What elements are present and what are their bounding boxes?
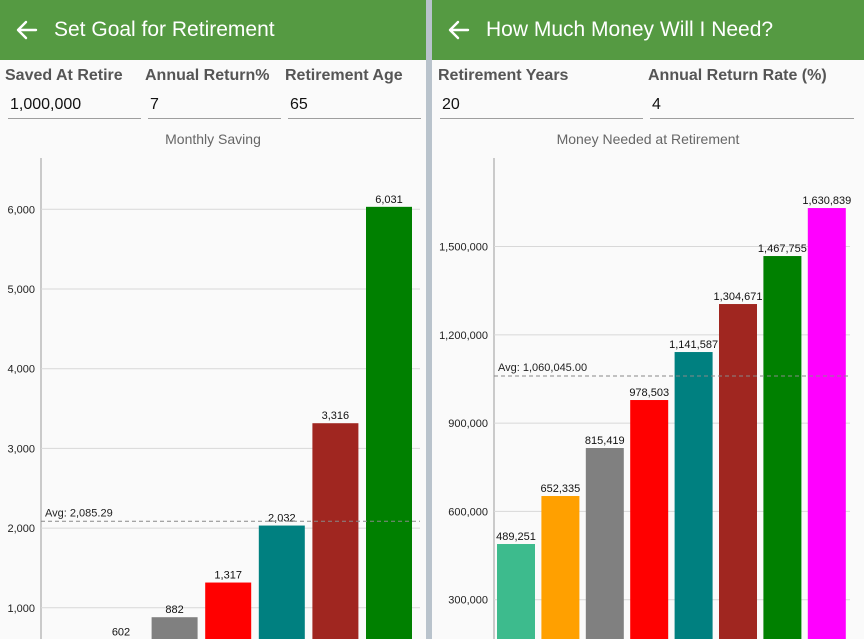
app-bar: How Much Money Will I Need? — [432, 0, 864, 60]
retirement-years-label: Retirement Years — [438, 67, 569, 84]
bar — [312, 423, 359, 639]
y-tick-label: 4,000 — [7, 364, 35, 376]
y-tick-label: 6,000 — [7, 204, 35, 216]
retirement-age-label: Retirement Age — [285, 67, 403, 84]
chart-caption: Money Needed at Retirement — [556, 131, 740, 147]
y-tick-label: 900,000 — [448, 418, 488, 430]
bar — [258, 525, 305, 639]
bar — [585, 448, 624, 639]
panel-retirement-goal: Set Goal for Retirement Saved At Retire … — [0, 0, 426, 639]
app-bar: Set Goal for Retirement — [0, 0, 426, 60]
bar — [630, 400, 669, 639]
y-tick-label: 2,000 — [7, 523, 35, 535]
bar — [719, 304, 757, 639]
y-tick-label: 1,500,000 — [439, 242, 488, 254]
monthly-saving-chart: 1,000 2,000 3,000 4,000 5,000 6,000 602 882 1,31… — [7, 158, 420, 639]
back-arrow-icon[interactable] — [446, 17, 472, 43]
saved-at-retire-label: Saved At Retire — [5, 67, 123, 84]
bar — [763, 256, 802, 639]
bar — [674, 352, 713, 639]
back-arrow-icon[interactable] — [14, 17, 40, 43]
money-needed-chart: 300,000 600,000 900,000 1,200,000 1,500,000 4… — [439, 158, 851, 639]
data-label: 815,419 — [585, 435, 625, 447]
annual-return-rate-input[interactable] — [650, 95, 854, 119]
y-tick-label: 3,000 — [7, 443, 35, 455]
data-label: 652,335 — [541, 483, 581, 495]
data-label: 1,141,587 — [669, 339, 718, 351]
data-label: 3,316 — [322, 410, 350, 422]
data-label: 1,304,671 — [714, 291, 763, 303]
bar — [366, 206, 412, 639]
y-tick-label: 5,000 — [7, 284, 35, 296]
data-label: 1,630,839 — [802, 195, 851, 207]
bar — [151, 617, 198, 639]
bar — [497, 544, 535, 639]
data-label: 882 — [165, 604, 183, 616]
annual-return-input[interactable] — [148, 95, 281, 119]
retirement-age-input[interactable] — [288, 95, 421, 119]
bar — [205, 582, 252, 639]
annual-return-rate-label: Annual Return Rate (%) — [648, 67, 827, 84]
bar — [807, 208, 846, 639]
y-tick-label: 1,000 — [7, 603, 35, 615]
panel-money-needed: How Much Money Will I Need? Retirement Y… — [432, 0, 864, 639]
data-label: 978,503 — [629, 387, 669, 399]
data-label: 1,317 — [214, 570, 242, 582]
annual-return-label: Annual Return% — [145, 67, 270, 84]
retirement-years-input[interactable] — [440, 95, 643, 119]
y-tick-label: 1,200,000 — [439, 330, 488, 342]
chart-caption: Monthly Saving — [165, 131, 261, 147]
page-title: How Much Money Will I Need? — [486, 18, 774, 41]
data-label: 489,251 — [496, 531, 536, 543]
data-label: 602 — [112, 627, 130, 639]
average-label: Avg: 2,085.29 — [45, 507, 113, 519]
data-label: 1,467,755 — [758, 243, 807, 255]
y-tick-label: 600,000 — [448, 506, 488, 518]
saved-at-retire-input[interactable] — [8, 95, 141, 119]
average-label: Avg: 1,060,045.00 — [498, 362, 587, 374]
data-label: 2,032 — [268, 513, 296, 525]
page-title: Set Goal for Retirement — [54, 18, 275, 41]
data-label: 6,031 — [375, 194, 403, 206]
y-tick-label: 300,000 — [448, 595, 488, 607]
bar — [541, 496, 580, 639]
